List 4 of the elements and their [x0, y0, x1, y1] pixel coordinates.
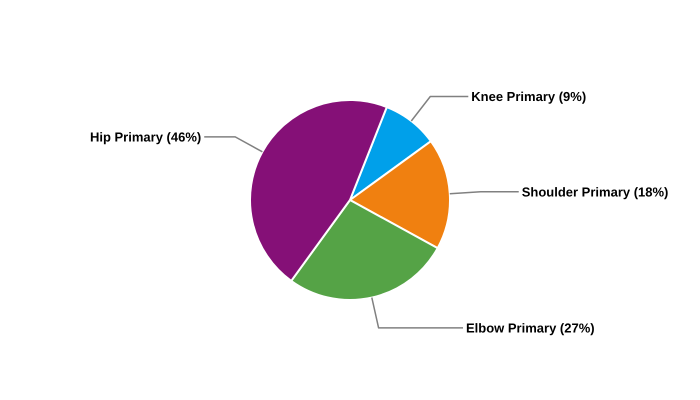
- slice-label: Hip Primary (46%): [90, 129, 202, 144]
- slice-label: Elbow Primary (27%): [466, 320, 595, 336]
- slice-label: Shoulder Primary (18%): [522, 184, 668, 200]
- slice-label: Knee Primary (9%): [471, 88, 586, 104]
